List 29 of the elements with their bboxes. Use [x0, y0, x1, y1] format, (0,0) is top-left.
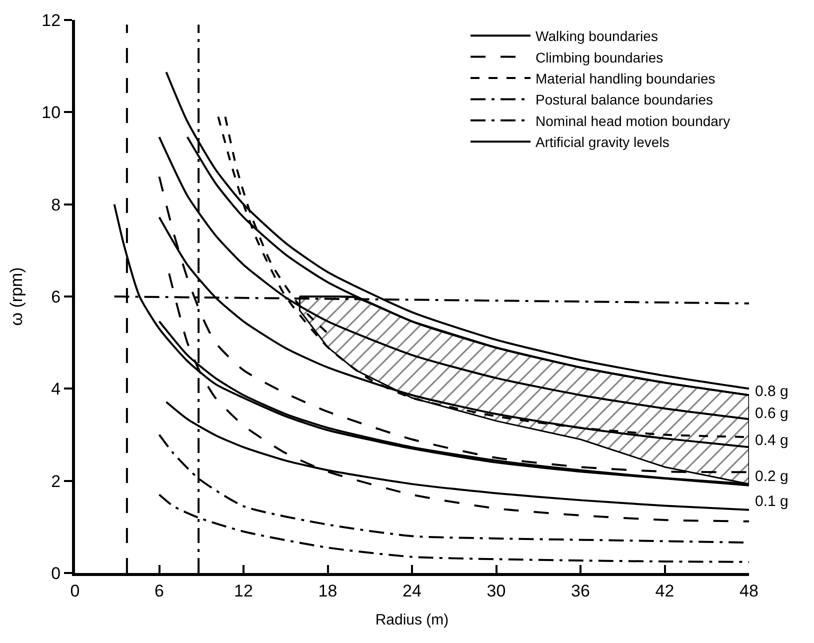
- x-tick-label: 30: [486, 581, 506, 600]
- x-tick-label: 12: [234, 581, 253, 600]
- y-tick-label: 0: [51, 564, 61, 583]
- y-tick-label: 10: [42, 103, 61, 122]
- legend-label: Walking boundaries: [536, 28, 658, 44]
- x-tick-label: 36: [571, 581, 590, 600]
- y-axis-title: ω (rpm): [7, 267, 26, 326]
- y-tick-label: 8: [51, 195, 61, 214]
- x-axis-title: Radius (m): [375, 611, 449, 628]
- legend-label: Material handling boundaries: [536, 70, 716, 86]
- legend-label: Climbing boundaries: [536, 49, 664, 66]
- y-tick-label: 4: [51, 380, 61, 399]
- text: 0.6 g: [755, 405, 788, 422]
- x-tick-label: 48: [740, 581, 758, 600]
- x-tick-label: 18: [318, 581, 338, 600]
- x-tick-label: 42: [655, 581, 674, 600]
- x-tick-label: 6: [154, 581, 164, 600]
- text: 0.1 g: [755, 493, 788, 510]
- legend-label: Postural balance boundaries: [536, 92, 713, 108]
- legend-label: Nominal head motion boundary: [536, 112, 730, 129]
- text: 0.8 g: [755, 383, 788, 400]
- text: 0.2 g: [755, 468, 788, 485]
- x-tick-label: 24: [402, 581, 422, 600]
- x-tick-label: 0: [70, 581, 80, 600]
- legend-label: Artificial gravity levels: [536, 134, 670, 150]
- y-tick-label: 6: [51, 287, 61, 306]
- y-tick-label: 2: [51, 472, 61, 491]
- text: 0.4 g: [755, 432, 788, 449]
- y-tick-label: 12: [42, 10, 61, 30]
